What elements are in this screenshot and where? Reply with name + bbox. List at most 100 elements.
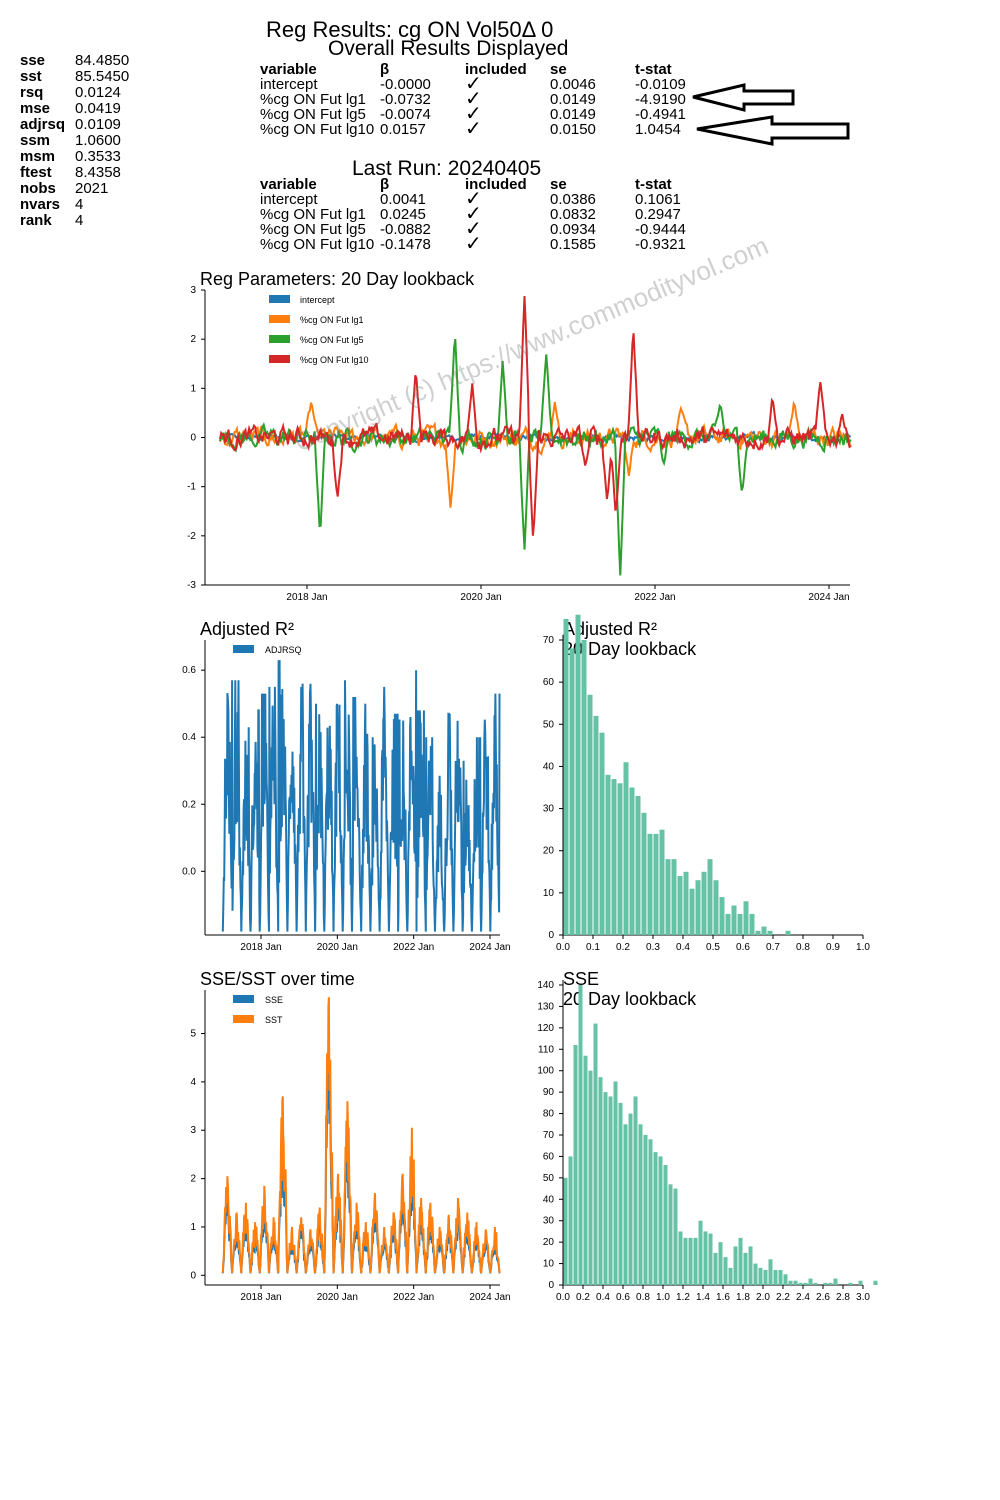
histogram-bar	[848, 1282, 853, 1285]
table-cell: 0.0150	[550, 121, 596, 138]
x-tick-label: 2.6	[816, 1292, 830, 1303]
x-tick-label: 0.8	[796, 942, 810, 953]
y-tick-label: 100	[537, 1066, 554, 1077]
legend-label: SST	[265, 1015, 283, 1025]
x-tick-label: 2.2	[776, 1292, 790, 1303]
legend-label: %cg ON Fut lg5	[300, 335, 364, 345]
stat-key: msm	[20, 148, 56, 165]
histogram-bar	[563, 1177, 568, 1285]
adjr2-hist-title: Adjusted R²	[563, 619, 658, 639]
x-tick-label: 0.2	[616, 942, 630, 953]
histogram-bar	[653, 1152, 658, 1285]
y-tick-label: 130	[537, 1001, 554, 1012]
x-tick-label: 0.0	[556, 1292, 570, 1303]
stat-value: 84.4850	[75, 52, 130, 69]
stat-value: 4	[75, 212, 84, 229]
table-header: se	[550, 61, 567, 78]
histogram-bar	[611, 779, 617, 935]
histogram-bar	[563, 618, 569, 935]
histogram-bar	[737, 913, 743, 935]
x-tick-label: 2022 Jan	[393, 1292, 434, 1303]
y-tick-label: 10	[543, 1259, 555, 1270]
histogram-bar	[813, 1282, 818, 1285]
stat-key: ssm	[20, 132, 51, 149]
histogram-bar	[873, 1280, 878, 1285]
x-tick-label: 2.4	[796, 1292, 810, 1303]
histogram-bar	[635, 795, 641, 935]
legend-label: %cg ON Fut lg1	[300, 315, 364, 325]
histogram-bar	[719, 897, 725, 935]
stat-key: ftest	[20, 164, 52, 181]
y-tick-label: 2	[190, 334, 196, 345]
x-tick-label: 2020 Jan	[317, 1292, 358, 1303]
histogram-bar	[701, 871, 707, 935]
histogram-bar	[749, 913, 755, 935]
stat-value: 0.0124	[75, 84, 121, 101]
histogram-bar	[723, 1257, 728, 1285]
stat-key: nobs	[20, 180, 56, 197]
table-header: variable	[260, 176, 317, 193]
y-tick-label: 1	[190, 383, 196, 394]
y-tick-label: 70	[543, 1130, 555, 1141]
histogram-bar	[658, 1156, 663, 1285]
histogram-bar	[613, 1081, 618, 1285]
histogram-bar	[653, 833, 659, 935]
table-cell: -0.0000	[380, 76, 431, 93]
histogram-bar	[803, 1282, 808, 1285]
y-tick-label: -1	[187, 482, 196, 493]
y-tick-label: 80	[543, 1109, 555, 1120]
table-header: β	[380, 61, 390, 78]
stat-value: 1.0600	[75, 132, 121, 149]
x-tick-label: 3.0	[856, 1292, 870, 1303]
series-line	[221, 1047, 501, 1274]
table-header: variable	[260, 61, 317, 78]
y-tick-label: 20	[543, 1237, 555, 1248]
x-tick-label: 2022 Jan	[393, 942, 434, 953]
histogram-bar	[743, 901, 749, 935]
histogram-bar	[628, 1113, 633, 1285]
x-tick-label: 2018 Jan	[240, 1292, 281, 1303]
histogram-bar	[778, 1270, 783, 1285]
stat-value: 8.4358	[75, 164, 121, 181]
y-tick-label: 0.0	[182, 866, 196, 877]
x-tick-label: 0.0	[556, 942, 570, 953]
y-tick-label: 30	[543, 1216, 555, 1227]
table-cell: 0.1585	[550, 236, 596, 253]
histogram-bar	[587, 694, 593, 935]
histogram-bar	[638, 1124, 643, 1285]
x-tick-label: 2.0	[756, 1292, 770, 1303]
included-check: ✓	[465, 118, 482, 140]
histogram-bar	[659, 829, 665, 935]
histogram-bar	[641, 812, 647, 935]
sse-sst-title: SSE/SST over time	[200, 969, 355, 989]
sse-hist-title: SSE	[563, 969, 600, 989]
histogram-bar	[581, 640, 587, 935]
table-cell: %cg ON Fut lg10	[260, 121, 375, 138]
histogram-bar	[753, 1263, 758, 1285]
table-cell: 0.0245	[380, 206, 426, 223]
stat-key: sse	[20, 52, 46, 69]
table-cell: 1.0454	[635, 121, 681, 138]
x-tick-label: 2024 Jan	[469, 942, 510, 953]
table-cell: 0.0934	[550, 221, 596, 238]
histogram-bar	[773, 1270, 778, 1285]
stat-value: 0.3533	[75, 148, 121, 165]
page-title: Reg Results: cg ON Vol50Δ 0	[266, 17, 554, 42]
histogram-bar	[758, 1267, 763, 1285]
x-tick-label: 1.2	[676, 1292, 690, 1303]
histogram-bar	[693, 1237, 698, 1285]
x-tick-label: 2.8	[836, 1292, 850, 1303]
histogram-bar	[568, 1156, 573, 1285]
histogram-bar	[713, 880, 719, 935]
table-cell: intercept	[260, 76, 318, 93]
histogram-bar	[671, 859, 677, 935]
stat-value: 4	[75, 196, 84, 213]
y-tick-label: 60	[543, 1151, 555, 1162]
table-cell: %cg ON Fut lg1	[260, 206, 366, 223]
y-tick-label: 40	[543, 761, 555, 772]
y-tick-label: -3	[187, 580, 196, 591]
included-check: ✓	[465, 233, 482, 255]
included-check: ✓	[465, 188, 482, 210]
stat-value: 0.0419	[75, 100, 121, 117]
